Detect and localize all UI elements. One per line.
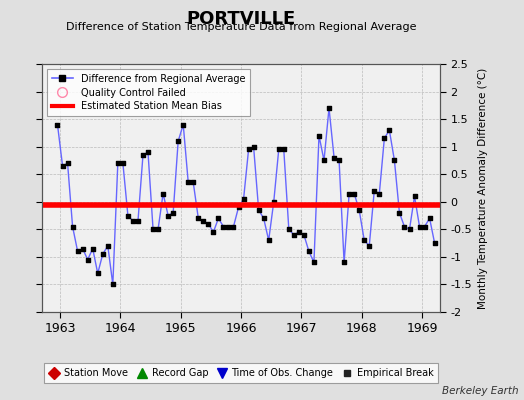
Point	[94, 270, 102, 277]
Point	[189, 179, 198, 186]
Point	[410, 193, 419, 200]
Point	[400, 223, 409, 230]
Point	[430, 240, 439, 246]
Point	[305, 248, 313, 254]
Point	[239, 196, 248, 202]
Point	[385, 127, 394, 133]
Point	[68, 223, 77, 230]
Point	[149, 226, 157, 232]
Point	[265, 237, 273, 244]
Point	[416, 223, 424, 230]
Point	[355, 207, 363, 213]
Point	[144, 149, 152, 155]
Point	[124, 212, 132, 219]
Text: Difference of Station Temperature Data from Regional Average: Difference of Station Temperature Data f…	[66, 22, 416, 32]
Point	[285, 226, 293, 232]
Point	[390, 157, 399, 164]
Point	[134, 218, 142, 224]
Point	[330, 154, 339, 161]
Point	[350, 190, 358, 197]
Point	[275, 146, 283, 153]
Point	[99, 251, 107, 257]
Point	[114, 160, 122, 166]
Point	[249, 144, 258, 150]
Point	[335, 157, 343, 164]
Point	[199, 218, 208, 224]
Point	[269, 198, 278, 205]
Point	[159, 190, 167, 197]
Y-axis label: Monthly Temperature Anomaly Difference (°C): Monthly Temperature Anomaly Difference (…	[478, 67, 488, 309]
Point	[280, 146, 288, 153]
Point	[139, 152, 147, 158]
Point	[179, 122, 188, 128]
Point	[89, 246, 97, 252]
Point	[310, 259, 318, 266]
Point	[290, 232, 298, 238]
Point	[83, 256, 92, 263]
Point	[420, 223, 429, 230]
Point	[154, 226, 162, 232]
Point	[380, 135, 388, 142]
Point	[224, 223, 233, 230]
Point	[340, 259, 348, 266]
Point	[294, 229, 303, 235]
Point	[365, 243, 374, 249]
Point	[219, 223, 227, 230]
Point	[325, 105, 333, 111]
Point	[209, 229, 217, 235]
Point	[174, 138, 182, 144]
Point	[370, 188, 378, 194]
Point	[73, 248, 82, 254]
Point	[395, 210, 403, 216]
Point	[320, 157, 328, 164]
Point	[58, 163, 67, 169]
Text: PORTVILLE: PORTVILLE	[187, 10, 296, 28]
Point	[164, 212, 172, 219]
Point	[259, 215, 268, 222]
Point	[129, 218, 137, 224]
Point	[244, 146, 253, 153]
Point	[425, 215, 434, 222]
Point	[169, 210, 177, 216]
Point	[214, 215, 223, 222]
Point	[234, 204, 243, 210]
Point	[119, 160, 127, 166]
Point	[360, 237, 368, 244]
Point	[53, 122, 62, 128]
Point	[63, 160, 72, 166]
Point	[108, 281, 117, 288]
Text: Berkeley Earth: Berkeley Earth	[442, 386, 519, 396]
Point	[300, 232, 308, 238]
Point	[315, 132, 323, 139]
Legend: Difference from Regional Average, Quality Control Failed, Estimated Station Mean: Difference from Regional Average, Qualit…	[47, 69, 250, 116]
Point	[104, 243, 112, 249]
Point	[184, 179, 192, 186]
Point	[255, 207, 263, 213]
Point	[345, 190, 353, 197]
Point	[230, 223, 238, 230]
Legend: Station Move, Record Gap, Time of Obs. Change, Empirical Break: Station Move, Record Gap, Time of Obs. C…	[44, 364, 438, 383]
Point	[194, 215, 202, 222]
Point	[204, 221, 213, 227]
Point	[406, 226, 414, 232]
Point	[79, 246, 87, 252]
Point	[375, 190, 384, 197]
